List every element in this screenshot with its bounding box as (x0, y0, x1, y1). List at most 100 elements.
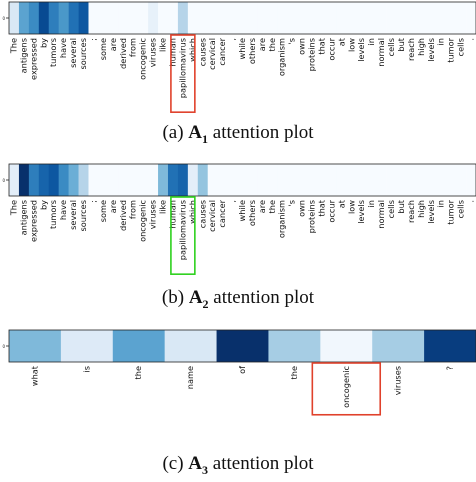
heatmap-cell-a2-37 (376, 164, 387, 196)
token-label-a2-6: several (68, 200, 78, 230)
token-label-a2-0: The (8, 200, 18, 216)
token-label-a2-45: cells (456, 200, 466, 218)
heatmap-cell-a1-22 (227, 2, 238, 34)
heatmap-cell-a3-2 (112, 330, 165, 362)
heatmap-cell-a1-46 (466, 2, 476, 34)
caption-a3: (c) A3 attention plot (0, 453, 476, 478)
heatmap-cell-a2-32 (326, 164, 338, 196)
token-label-a1-42: levels (426, 38, 436, 62)
token-label-a1-36: in (366, 38, 376, 45)
heatmap-cell-a3-8 (424, 330, 476, 362)
token-label-a2-32: occur (326, 199, 336, 222)
heatmap-cell-a2-33 (336, 164, 348, 196)
token-label-a3-0: what (29, 365, 39, 386)
heatmap-cell-a1-2 (28, 2, 40, 34)
heatmap-cell-a2-41 (416, 164, 427, 196)
heatmap-cell-a2-24 (247, 164, 258, 196)
token-label-a2-25: are (257, 200, 267, 213)
token-label-a1-21: cancer (217, 37, 227, 65)
heatmap-cell-a1-4 (48, 2, 59, 34)
heatmap-cell-a2-46 (466, 164, 476, 196)
token-label-a2-40: reach (406, 200, 416, 223)
token-label-a3-1: is (81, 366, 91, 373)
token-label-a2-24: others (247, 200, 257, 226)
token-label-a1-13: oncogenic (138, 38, 148, 80)
heatmap-cell-a1-25 (257, 2, 268, 34)
heatmap-cell-a2-27 (277, 164, 288, 196)
heatmap-cell-a1-6 (68, 2, 79, 34)
token-label-a1-38: cells (386, 38, 396, 56)
token-label-a2-8: ; (88, 200, 98, 203)
heatmap-cell-a2-8 (88, 164, 99, 196)
heatmap-cell-a2-35 (356, 164, 368, 196)
token-label-a2-34: low (346, 200, 356, 214)
highlight-box-a2 (170, 196, 196, 275)
token-label-a1-35: levels (356, 38, 366, 62)
token-label-a1-12: from (128, 38, 138, 57)
token-label-a1-41: high (416, 38, 426, 56)
token-label-a1-44: tumor (446, 37, 456, 62)
heatmap-cell-a3-1 (60, 330, 114, 362)
heatmap-cell-a1-43 (436, 2, 447, 34)
token-label-a2-33: at (336, 199, 346, 208)
attention-heatmap-a3: 0 what is the name of the oncogenic viruses? (2, 329, 476, 416)
token-label-a2-35: levels (356, 200, 366, 224)
caption-a2: (b) A2 attention plot (0, 287, 476, 312)
heatmap-cell-a1-11 (118, 2, 129, 34)
token-label-a3-4: of (237, 365, 247, 374)
heatmap-cell-a1-18 (187, 2, 199, 34)
attention-heatmap-a1: 0 The antigens expressed by tumors have several… (2, 1, 476, 113)
heatmap-cell-a2-3 (38, 164, 50, 196)
heatmap-cell-a2-7 (78, 164, 89, 196)
heatmap-cell-a2-12 (128, 164, 139, 196)
token-label-a1-1: antigens (18, 38, 28, 73)
token-label-a1-43: in (436, 38, 446, 45)
heatmap-cell-a2-5 (58, 164, 69, 196)
heatmap-cell-a2-31 (317, 164, 328, 196)
heatmap-cell-a1-14 (148, 2, 159, 34)
token-label-a2-7: sources (78, 200, 88, 231)
token-label-a2-26: the (267, 200, 277, 213)
heatmap-cell-a1-42 (426, 2, 437, 34)
heatmap-cell-a1-41 (416, 2, 427, 34)
heatmap-cell-a1-20 (207, 2, 218, 34)
token-label-a1-15: like (158, 38, 168, 52)
heatmap-cell-a1-0 (9, 2, 20, 34)
y-tick-label-a3: 0 (2, 344, 5, 349)
heatmap-cell-a1-36 (366, 2, 377, 34)
token-label-a2-39: but (396, 199, 406, 213)
caption-a2-symbol: A2 (188, 287, 209, 311)
token-label-a1-40: reach (406, 38, 416, 61)
token-label-a2-3: by (38, 200, 48, 210)
token-label-a2-27: organism (277, 200, 287, 238)
heatmap-cell-a1-37 (376, 2, 387, 34)
heatmap-cell-a2-16 (167, 164, 179, 196)
heatmap-cell-a3-6 (320, 330, 373, 362)
heatmap-cell-a1-35 (356, 2, 368, 34)
token-label-a2-46: . (466, 200, 476, 203)
heatmap-cell-a1-24 (247, 2, 258, 34)
token-label-a1-25: are (257, 38, 267, 51)
token-label-a2-42: levels (426, 200, 436, 224)
heatmap-cell-a2-9 (98, 164, 109, 196)
heatmap-cell-a1-16 (167, 2, 179, 34)
token-label-a2-28: 's (287, 200, 297, 207)
heatmap-cell-a3-7 (372, 330, 425, 362)
token-label-a2-4: tumors (48, 200, 58, 229)
heatmap-cell-a1-15 (158, 2, 169, 34)
token-label-a2-29: own (297, 200, 307, 217)
heatmap-cell-a2-39 (396, 164, 407, 196)
caption-a1-prefix: (a) (162, 122, 184, 143)
token-label-a1-3: by (38, 38, 48, 48)
heatmap-cell-a1-3 (38, 2, 50, 34)
token-label-a1-20: cervical (207, 38, 217, 70)
token-label-a2-1: antigens (18, 200, 28, 235)
token-label-a2-19: causes (197, 200, 207, 228)
heatmap-cell-a1-45 (456, 2, 467, 34)
token-label-a2-41: high (416, 200, 426, 218)
heatmap-cell-a1-34 (346, 2, 358, 34)
caption-a1-suffix: attention plot (212, 122, 314, 143)
heatmap-cell-a2-25 (257, 164, 268, 196)
y-tick-label-a1: 0 (2, 16, 5, 21)
token-label-a2-23: while (237, 200, 247, 221)
